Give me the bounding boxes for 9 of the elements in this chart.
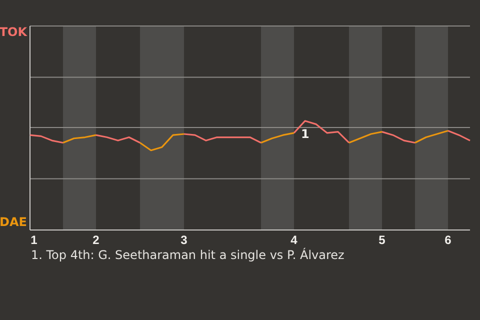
text: DAE <box>0 215 27 229</box>
x-tick-label: 4 <box>290 232 298 247</box>
x-tick-label: 2 <box>92 232 100 247</box>
x-tick-label: 6 <box>444 232 452 247</box>
x-tick-label: 3 <box>180 232 188 247</box>
x-tick-label: 1 <box>30 232 38 247</box>
annotation: 1 <box>301 126 310 141</box>
x-tick-label: 5 <box>378 232 386 247</box>
text: 1. Top 4th: G. Seetharaman hit a single vs P. Álvarez <box>31 247 344 262</box>
